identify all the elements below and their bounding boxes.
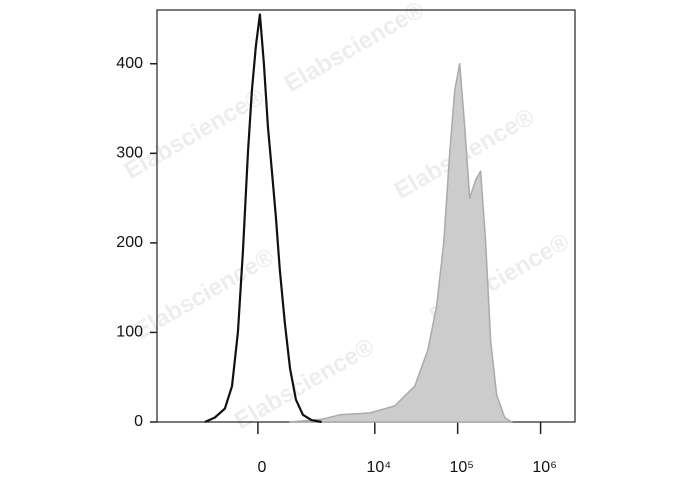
y-tick-label: 0: [134, 413, 143, 430]
y-tick-label: 200: [116, 234, 143, 251]
x-tick-label: 10⁶: [532, 459, 556, 476]
filled-histogram: [289, 62, 513, 423]
y-tick-label: 300: [116, 145, 143, 162]
watermarks: Elabscience® Elabscience® Elabscience® E…: [120, 0, 574, 435]
y-tick-label: 400: [116, 55, 143, 72]
x-tick-label: 10⁵: [449, 459, 473, 476]
watermark: Elabscience®: [280, 0, 429, 98]
y-tick-label: 100: [116, 324, 143, 341]
histogram-line: [204, 13, 322, 424]
x-tick-label: 0: [257, 459, 266, 476]
x-tick-label: 10⁴: [366, 459, 391, 476]
watermark: Elabscience®: [130, 243, 279, 345]
